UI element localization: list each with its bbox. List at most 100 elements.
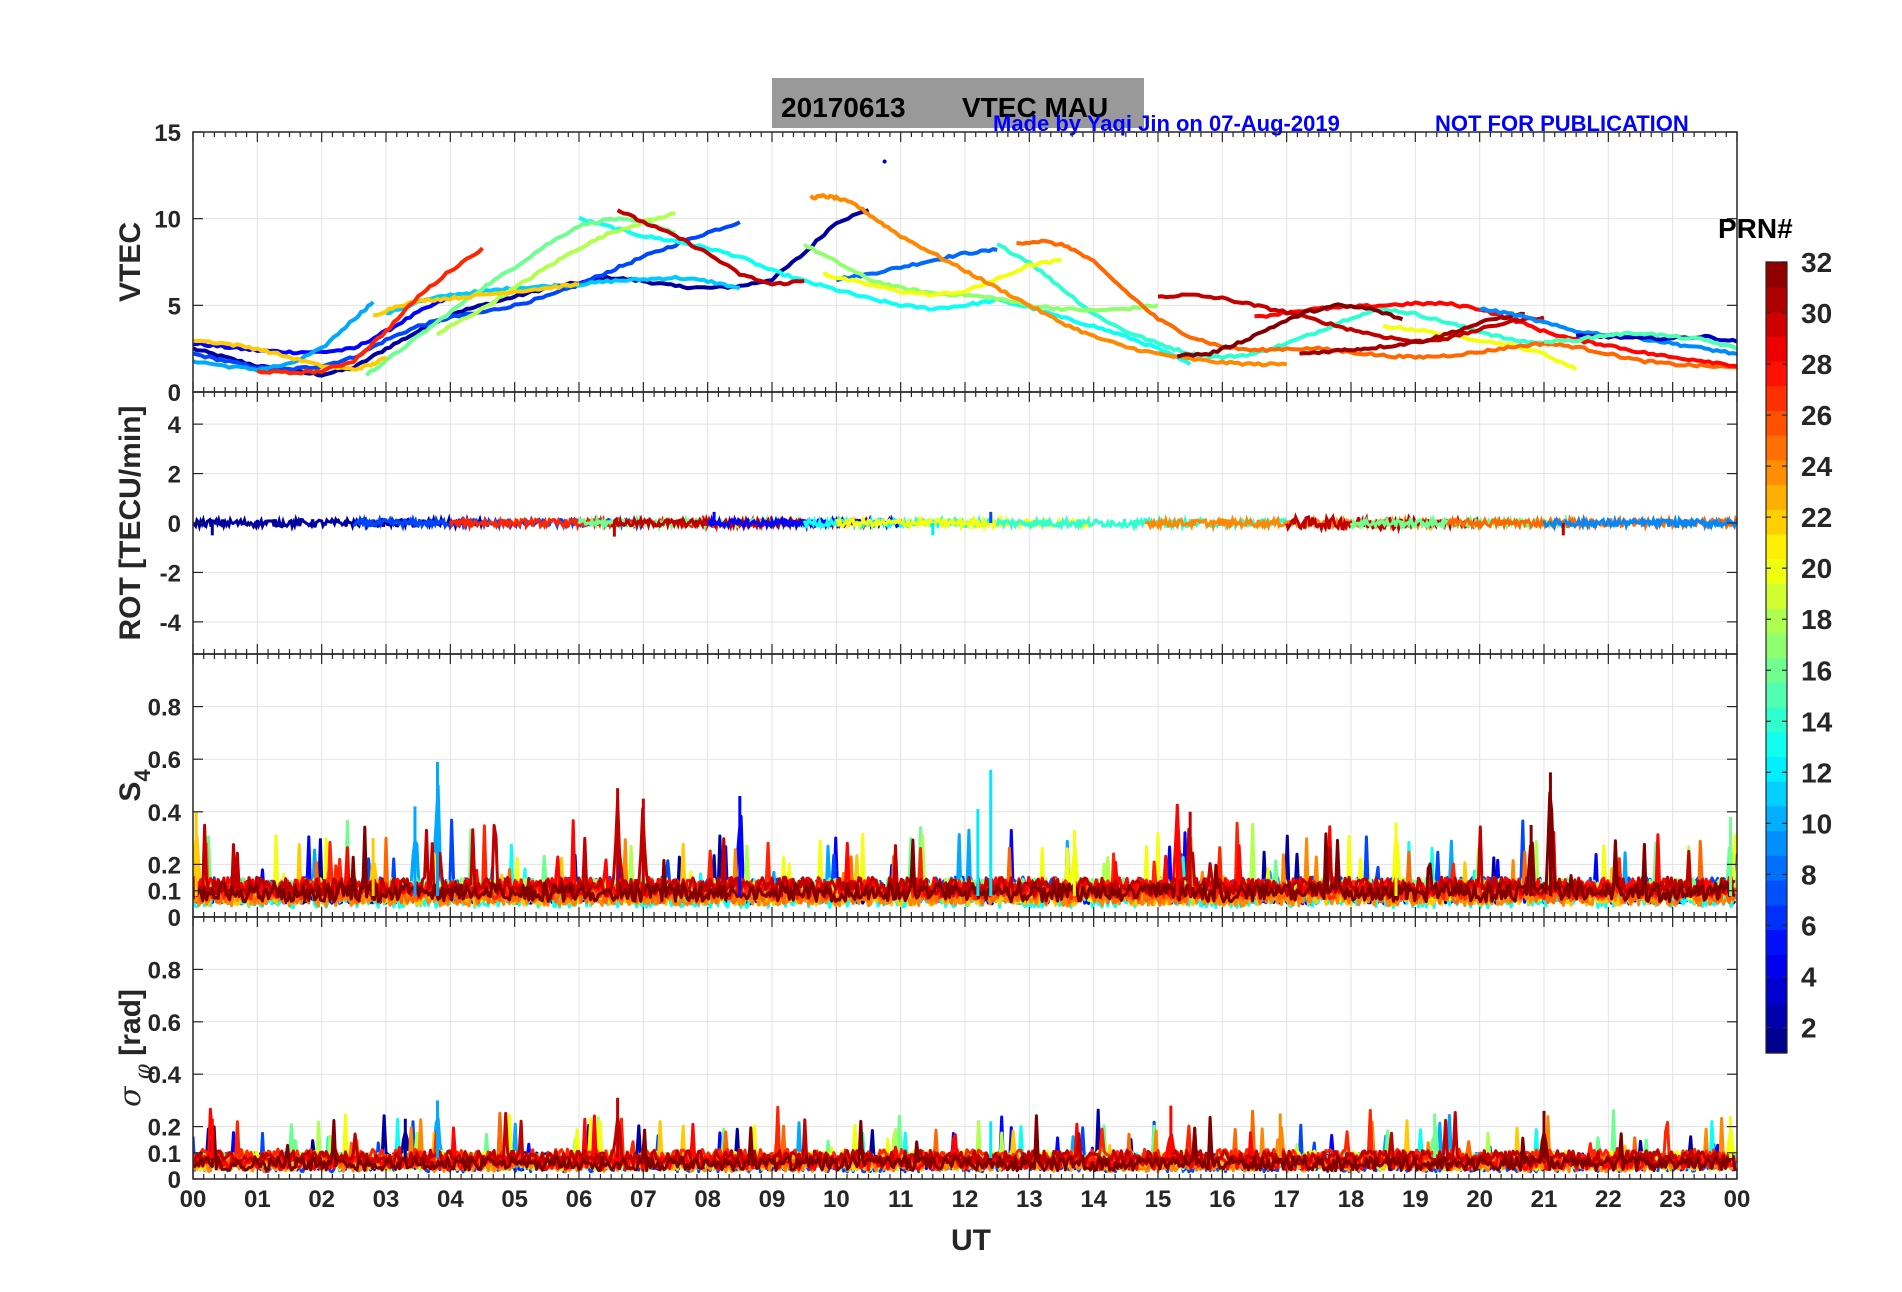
- colorbar-swatch: [1766, 385, 1787, 411]
- colorbar-title: PRN#: [1718, 213, 1793, 244]
- colorbar-swatch: [1766, 904, 1787, 931]
- colorbar-swatch: [1766, 706, 1787, 733]
- vtec-line-prn-20: [1382, 323, 1578, 372]
- vtec-line-prn-18: [435, 211, 676, 337]
- y-tick-label: 0.1: [148, 879, 181, 906]
- colorbar-swatch: [1766, 731, 1787, 757]
- colorbar-swatch: [1766, 484, 1787, 510]
- x-axis: 00 01 02 03 04 05 06 07 08 09 10 11 12 13 14 15 16 17 18 19…: [180, 1186, 1751, 1257]
- colorbar-tick-label: 14: [1801, 706, 1833, 737]
- colorbar-swatch: [1766, 756, 1787, 782]
- x-tick-label: 17: [1273, 1186, 1300, 1213]
- x-tick-label: 11: [888, 1186, 913, 1213]
- y-axis-label-vtec: VTEC: [114, 222, 147, 302]
- x-tick-label: 10: [823, 1186, 850, 1213]
- colorbar-swatch: [1766, 954, 1787, 980]
- colorbar-swatch: [1766, 360, 1787, 387]
- colorbar-tick-label: 2: [1801, 1012, 1817, 1043]
- x-tick-label: 19: [1402, 1186, 1429, 1213]
- colorbar-swatch: [1766, 632, 1787, 659]
- y-tick-label: 0: [168, 905, 181, 932]
- x-tick-label: 18: [1338, 1186, 1365, 1213]
- colorbar-swatch: [1766, 1028, 1787, 1054]
- x-tick-label: 00: [180, 1186, 207, 1213]
- colorbar-swatch: [1766, 583, 1787, 609]
- y-tick-label: 0.8: [148, 695, 181, 722]
- colorbar-swatch: [1766, 336, 1787, 362]
- x-tick-label: 13: [1016, 1186, 1043, 1213]
- y-tick-label: 0.4: [148, 800, 182, 827]
- y-tick-label: 0.8: [148, 957, 181, 984]
- panel-sigma_phi: 00.10.2 0.4 0.6 0.8 σ φ [rad]: [113, 916, 1738, 1194]
- colorbar-swatch: [1766, 830, 1787, 856]
- vtec-line-prn-22: [372, 282, 580, 318]
- colorbar-swatch: [1766, 435, 1787, 461]
- vtec-line-prn-27: [256, 246, 484, 376]
- x-tick-label: 08: [694, 1186, 721, 1213]
- vtec-line-prn-10: [193, 300, 375, 373]
- x-tick-label: 15: [1145, 1186, 1172, 1213]
- vtec-line-prn-31: [1299, 311, 1525, 356]
- rot-line-prn-9: [1542, 513, 1737, 532]
- series-s4: [193, 761, 1737, 910]
- colorbar-swatch: [1766, 410, 1787, 436]
- x-tick-label: 00: [1724, 1186, 1751, 1213]
- colorbar-swatch: [1766, 459, 1787, 486]
- x-axis-label: UT: [951, 1224, 991, 1257]
- y-tick-label: 0.2: [148, 852, 181, 879]
- y-tick-label: 0.4: [148, 1062, 182, 1089]
- x-tick-label: 07: [630, 1186, 657, 1213]
- colorbar-swatch: [1766, 657, 1787, 683]
- y-tick-label: 10: [154, 207, 181, 234]
- colorbar-tick-label: 10: [1801, 808, 1832, 839]
- vtec-line-prn-28: [1254, 300, 1737, 368]
- x-tick-label: 23: [1659, 1186, 1686, 1213]
- colorbar-tick-label: 18: [1801, 604, 1832, 635]
- vtec-line-prn-13: [578, 215, 1192, 366]
- colorbar-swatch: [1766, 1003, 1787, 1029]
- series-sigma_phi: [193, 1097, 1737, 1174]
- x-tick-label: 12: [952, 1186, 979, 1213]
- vtec-line-prn-22: [193, 338, 388, 372]
- y-tick-label: 2: [168, 462, 181, 489]
- x-tick-label: 03: [373, 1186, 400, 1213]
- y-tick-label: 0: [168, 1167, 181, 1194]
- x-tick-label: 06: [566, 1186, 593, 1213]
- title-background: [772, 78, 1144, 128]
- y-tick-label: 0.2: [148, 1115, 181, 1142]
- vtec-line-prn-20: [822, 258, 1062, 298]
- vtec-line-prn-25: [1016, 238, 1737, 370]
- x-tick-label: 14: [1080, 1186, 1107, 1213]
- vtec-outlier-point: [882, 159, 887, 164]
- x-tick-label: 20: [1466, 1186, 1493, 1213]
- vtec-line-prn-32: [1176, 302, 1404, 359]
- series-rot: [193, 511, 1737, 537]
- colorbar-swatch: [1766, 805, 1787, 832]
- panel-s4: 00.10.20.40.60.8S4: [114, 653, 1738, 932]
- vtec-line-prn-7: [193, 220, 741, 372]
- title-box: 20170613 VTEC MAU: [772, 78, 1144, 128]
- vtec-line-prn-30: [616, 208, 805, 287]
- x-tick-label: 16: [1209, 1186, 1236, 1213]
- colorbar-swatch: [1766, 558, 1787, 584]
- y-axis-label-rot: ROT [TECU/min]: [114, 406, 147, 641]
- colorbar-swatch: [1766, 286, 1787, 313]
- colorbar-tick-label: 22: [1801, 502, 1832, 533]
- colorbar-tick-label: 8: [1801, 859, 1817, 890]
- y-tick-label: -2: [160, 560, 181, 587]
- vtec-line-prn-16: [365, 216, 676, 377]
- s4-line-prn-32: [193, 791, 1736, 904]
- colorbar-swatch: [1766, 855, 1787, 881]
- vtec-line-prn-17: [803, 242, 1159, 313]
- series-vtec: [193, 159, 1737, 378]
- y-tick-label: 4: [168, 412, 182, 439]
- y-tick-label: 0.1: [148, 1141, 181, 1168]
- colorbar-frame: [1765, 261, 1788, 1054]
- colorbar-tick-label: 16: [1801, 655, 1832, 686]
- y-tick-label: 0: [168, 511, 181, 538]
- y-tick-label: 0.6: [148, 747, 181, 774]
- colorbar-swatch: [1766, 509, 1787, 535]
- x-tick-label: 09: [759, 1186, 786, 1213]
